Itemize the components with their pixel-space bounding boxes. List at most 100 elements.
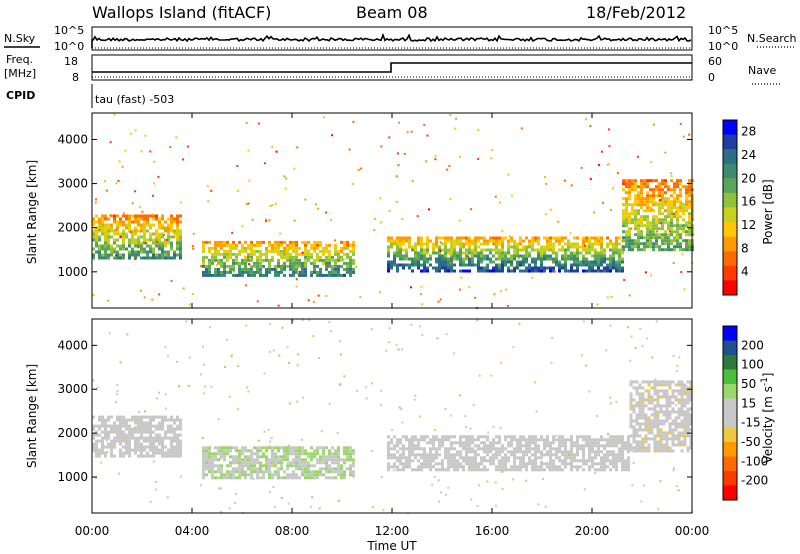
- echo-pixel: [465, 257, 468, 261]
- echo-pixel: [95, 250, 98, 254]
- echo-pixel: [179, 433, 182, 437]
- echo-pixel: [621, 462, 624, 466]
- echo-pixel: [417, 441, 420, 445]
- echo-pixel: [689, 380, 693, 384]
- echo-pixel: [298, 246, 301, 250]
- echo-pixel: [549, 269, 552, 273]
- scatter-pixel: [632, 462, 635, 464]
- echo-pixel: [492, 260, 495, 264]
- echo-pixel: [534, 462, 537, 466]
- echo-pixel: [622, 212, 625, 216]
- echo-pixel: [468, 260, 471, 264]
- echo-pixel: [531, 266, 534, 270]
- echo-pixel: [655, 242, 658, 246]
- echo-pixel: [319, 249, 322, 253]
- echo-pixel: [477, 251, 480, 255]
- echo-pixel: [259, 258, 262, 262]
- echo-pixel: [390, 465, 393, 469]
- echo-pixel: [432, 248, 435, 252]
- scatter-pixel: [585, 364, 588, 367]
- echo-pixel: [202, 243, 205, 247]
- echo-pixel: [408, 444, 411, 448]
- echo-pixel: [688, 218, 691, 222]
- scatter-pixel: [359, 296, 362, 299]
- echo-pixel: [641, 392, 645, 396]
- echo-pixel: [579, 260, 582, 264]
- echo-pixel: [582, 459, 585, 463]
- echo-pixel: [307, 249, 310, 253]
- echo-pixel: [627, 462, 630, 466]
- echo-pixel: [408, 239, 411, 243]
- echo-pixel: [122, 451, 125, 455]
- echo-pixel: [686, 416, 690, 420]
- echo-pixel: [289, 261, 292, 265]
- echo-pixel: [453, 441, 456, 445]
- echo-pixel: [510, 239, 513, 243]
- echo-pixel: [325, 464, 328, 468]
- echo-pixel: [292, 249, 295, 253]
- echo-pixel: [122, 220, 125, 224]
- scatter-pixel: [165, 239, 168, 242]
- echo-pixel: [525, 453, 528, 457]
- echo-pixel: [152, 223, 155, 227]
- echo-pixel: [543, 266, 546, 270]
- echo-pixel: [408, 438, 411, 442]
- echo-pixel: [650, 380, 654, 384]
- echo-pixel: [631, 242, 634, 246]
- echo-pixel: [540, 254, 543, 258]
- echo-pixel: [268, 243, 271, 247]
- echo-pixel: [432, 456, 435, 460]
- scatter-pixel: [248, 263, 251, 266]
- echo-pixel: [217, 240, 220, 244]
- scatter-pixel: [122, 212, 125, 215]
- scatter-pixel: [285, 177, 288, 180]
- echo-pixel: [349, 258, 352, 262]
- colorbar-segment: [723, 120, 737, 136]
- echo-pixel: [653, 443, 657, 447]
- echo-pixel: [622, 218, 625, 222]
- echo-pixel: [673, 197, 676, 201]
- echo-pixel: [423, 459, 426, 463]
- echo-pixel: [140, 223, 143, 227]
- echo-pixel: [634, 182, 637, 186]
- echo-pixel: [637, 248, 640, 252]
- echo-pixel: [588, 266, 591, 270]
- echo-pixel: [671, 440, 675, 444]
- colorbar-segment: [723, 192, 737, 208]
- echo-pixel: [676, 242, 679, 246]
- echo-pixel: [640, 236, 643, 240]
- echo-pixel: [671, 395, 675, 399]
- echo-pixel: [673, 239, 676, 243]
- echo-pixel: [223, 261, 226, 265]
- echo-pixel: [247, 267, 250, 271]
- echo-pixel: [655, 227, 658, 231]
- echo-pixel: [131, 436, 134, 440]
- echo-pixel: [429, 450, 432, 454]
- echo-pixel: [462, 441, 465, 445]
- echo-pixel: [456, 254, 459, 258]
- echo-pixel: [104, 433, 107, 437]
- echo-pixel: [661, 197, 664, 201]
- echo-pixel: [588, 444, 591, 448]
- scatter-pixel: [609, 396, 612, 399]
- echo-pixel: [618, 266, 621, 270]
- echo-pixel: [98, 220, 101, 224]
- scatter-pixel: [152, 194, 154, 197]
- echo-pixel: [298, 452, 301, 456]
- echo-pixel: [155, 232, 158, 236]
- echo-pixel: [295, 464, 298, 468]
- echo-pixel: [444, 435, 447, 439]
- echo-pixel: [504, 236, 507, 240]
- echo-pixel: [331, 270, 334, 274]
- echo-pixel: [625, 185, 628, 189]
- echo-pixel: [561, 435, 564, 439]
- echo-pixel: [462, 459, 465, 463]
- echo-pixel: [474, 453, 477, 457]
- echo-pixel: [161, 247, 164, 251]
- echo-pixel: [292, 473, 295, 477]
- echo-pixel: [677, 434, 681, 438]
- echo-pixel: [334, 449, 337, 453]
- echo-pixel: [295, 264, 298, 268]
- echo-pixel: [637, 197, 640, 201]
- echo-pixel: [679, 203, 682, 207]
